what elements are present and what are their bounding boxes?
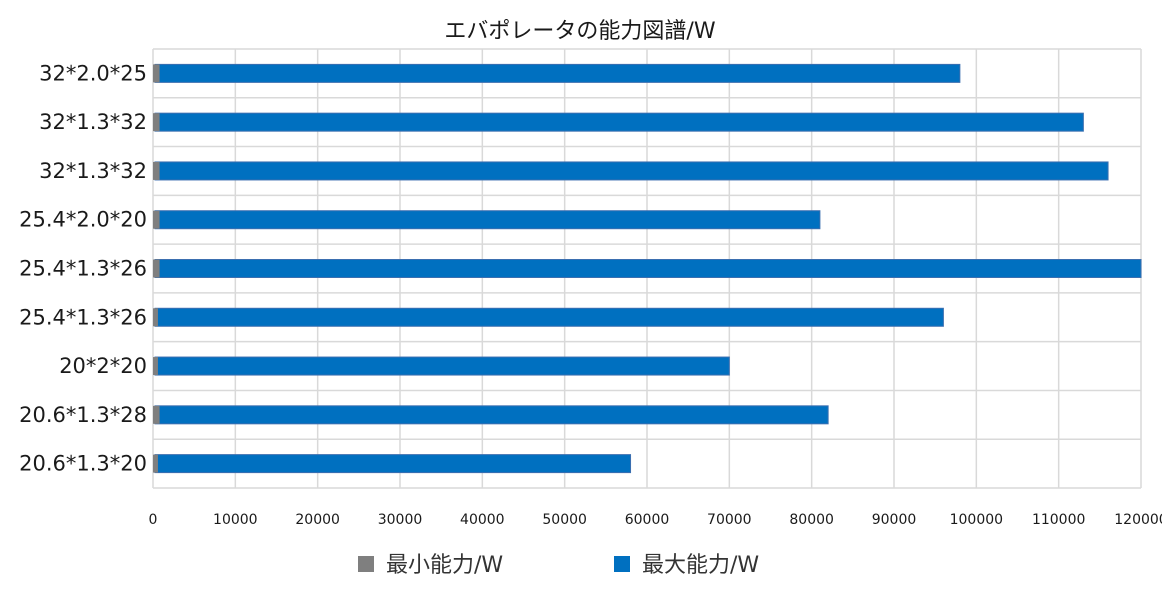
x-tick-label: 10000 [213, 512, 258, 528]
bar-min-capacity [153, 405, 160, 424]
bar-max-capacity [154, 63, 961, 83]
x-tick-label: 110000 [1032, 512, 1085, 528]
x-tick-label: 60000 [625, 512, 670, 528]
bar-min-capacity [153, 210, 160, 229]
legend-label: 最大能力/W [642, 553, 759, 578]
bar-min-capacity [153, 357, 158, 376]
category-label: 32*1.3*32 [39, 110, 147, 134]
bar-max-capacity [154, 405, 829, 425]
chart-title: エバポレータの能力図譜/W [444, 19, 715, 44]
legend-swatch [358, 556, 374, 572]
bars [153, 63, 1142, 474]
bar-max-capacity [154, 112, 1084, 132]
legend-label: 最小能力/W [386, 553, 503, 578]
x-tick-label: 120000 [1114, 512, 1162, 528]
bar-min-capacity [153, 64, 160, 83]
bar-max-capacity [154, 454, 632, 474]
bar-min-capacity [153, 454, 158, 473]
category-labels: 32*2.0*25 32*1.3*32 32*1.3*32 25.4*2.0*20 25… [19, 61, 147, 475]
bar-min-capacity [153, 113, 160, 132]
x-tick-label: 50000 [542, 512, 587, 528]
category-label: 32*2.0*25 [39, 61, 147, 85]
bar-max-capacity [154, 210, 821, 230]
x-tick-label: 70000 [707, 512, 752, 528]
legend: 最小能力/W 最大能力/W [358, 553, 759, 578]
x-tick-label: 80000 [789, 512, 834, 528]
x-tick-label: 40000 [460, 512, 505, 528]
x-axis-ticks: 0 10000 20000 30000 40000 50000 60000 70000 8000… [149, 512, 1162, 528]
category-label: 25.4*1.3*26 [19, 257, 147, 281]
bar-max-capacity [154, 259, 1142, 278]
x-tick-label: 30000 [378, 512, 423, 528]
x-tick-label: 100000 [950, 512, 1003, 528]
category-label: 32*1.3*32 [39, 159, 147, 183]
x-tick-label: 20000 [295, 512, 340, 528]
x-tick-label: 90000 [872, 512, 917, 528]
category-label: 20.6*1.3*28 [19, 403, 147, 427]
bar-min-capacity [153, 308, 158, 327]
bar-max-capacity [154, 356, 730, 376]
bar-max-capacity [154, 161, 1109, 181]
category-label: 25.4*2.0*20 [19, 208, 147, 232]
bar-max-capacity [154, 307, 944, 327]
legend-swatch [614, 556, 630, 572]
category-label: 20.6*1.3*20 [19, 452, 147, 476]
category-label: 20*2*20 [59, 354, 147, 378]
bar-min-capacity [153, 259, 160, 278]
category-label: 25.4*1.3*26 [19, 305, 147, 329]
bar-min-capacity [153, 161, 160, 180]
x-tick-label: 0 [149, 512, 158, 528]
